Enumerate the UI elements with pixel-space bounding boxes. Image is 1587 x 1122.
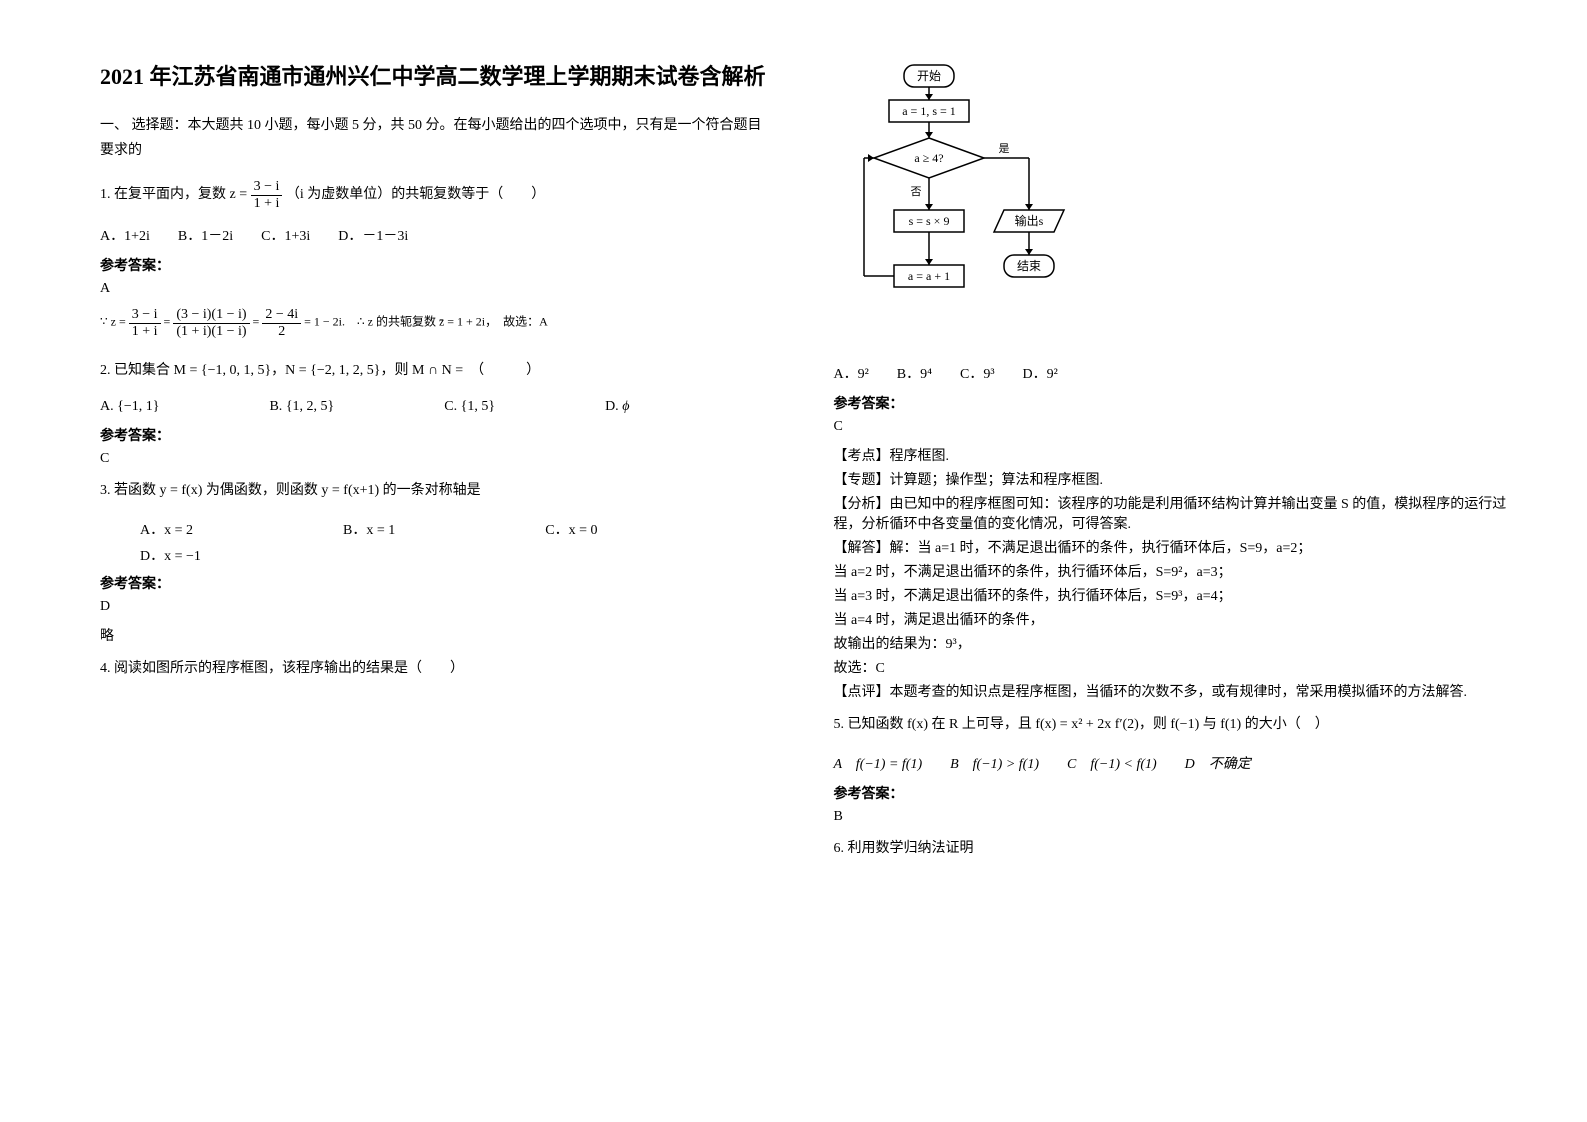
answer-label: 参考答案： — [834, 783, 1508, 803]
flow-inc: a = a + 1 — [907, 269, 949, 283]
q4-options: A．9² B．9⁴ C．9³ D．9² — [834, 363, 1508, 383]
q1-w-f1d: 1 + i — [129, 324, 161, 339]
q1-stem-b: （i 为虚数单位）的共轭复数等于（ ） — [286, 187, 545, 202]
q1-options: A．1+2i B．1－2i C．1+3i D．－1－3i — [100, 225, 774, 245]
q1-w-eq2: = — [253, 315, 260, 329]
q1-w-f3d: 2 — [262, 324, 301, 339]
flow-no: 否 — [910, 186, 921, 198]
q1-frac-num: 3 − i — [251, 179, 283, 195]
q4-step-3: 当 a=3 时，不满足退出循环的条件，执行循环体后，S=9³，a=4； — [834, 585, 1508, 605]
q1-w-tail: = 1 − 2i. — [304, 315, 345, 329]
question-6: 6. 利用数学归纳法证明 — [834, 835, 1508, 863]
flowchart: 开始 a = 1, s = 1 a ≥ 4? 是 输出s — [854, 60, 1508, 345]
q1-work-a: ∵ z = — [100, 315, 126, 329]
q2-optC: {1, 5} — [461, 399, 495, 414]
q4-step-2: 当 a=2 时，不满足退出循环的条件，执行循环体后，S=9²，a=3； — [834, 561, 1508, 581]
q1-working-line: ∵ z = 3 − i1 + i = (3 − i)(1 − i)(1 + i)… — [100, 307, 774, 339]
q1-w-f2n: (3 − i)(1 − i) — [173, 307, 249, 323]
q2-D: D. — [605, 399, 619, 414]
question-5: 5. 已知函数 f(x) 在 R 上可导，且 f(x) = x² + 2x f′… — [834, 711, 1508, 739]
q5-options: A f(−1) = f(1) B f(−1) > f(1) C f(−1) < … — [834, 753, 1508, 773]
q1-frac-den: 1 + i — [251, 196, 283, 211]
flow-out: 输出s — [1014, 213, 1043, 228]
q4-topic-2: 【专题】计算题；操作型；算法和程序框图. — [834, 469, 1508, 489]
q1-fraction: 3 − i 1 + i — [251, 179, 283, 211]
q4-step-4: 当 a=4 时，满足退出循环的条件， — [834, 609, 1508, 629]
q4-answer: C — [834, 419, 1508, 435]
question-3: 3. 若函数 y = f(x) 为偶函数，则函数 y = f(x+1) 的一条对… — [100, 477, 774, 505]
flow-yes: 是 — [998, 142, 1009, 155]
flow-end: 结束 — [1016, 259, 1040, 273]
q1-w-f1n: 3 − i — [129, 307, 161, 323]
question-4: 4. 阅读如图所示的程序框图，该程序输出的结果是（ ） — [100, 655, 774, 683]
question-1: 1. 在复平面内，复数 z = 3 − i 1 + i （i 为虚数单位）的共轭… — [100, 179, 774, 211]
answer-label: 参考答案： — [100, 425, 774, 445]
flow-body: s = s × 9 — [908, 214, 949, 228]
q3-optD: D．x = −1 — [140, 545, 774, 565]
q4-topic-1: 【考点】程序框图. — [834, 445, 1508, 465]
q3-optA: A．x = 2 — [140, 519, 193, 539]
q3-answer: D — [100, 599, 774, 615]
q2-A: A. — [100, 399, 114, 414]
question-2: 2. 已知集合 M = {−1, 0, 1, 5}，N = {−2, 1, 2,… — [100, 357, 774, 385]
q1-answer: A — [100, 281, 774, 297]
q4-step-6: 故选：C — [834, 657, 1508, 677]
q1-work-b: ∴ z 的共轭复数 z̄ = 1 + 2i， 故选：A — [357, 315, 548, 329]
exam-title: 2021 年江苏省南通市通州兴仁中学高二数学理上学期期末试卷含解析 — [100, 60, 774, 93]
q4-step-1: 【解答】解：当 a=1 时，不满足退出循环的条件，执行循环体后，S=9，a=2； — [834, 537, 1508, 557]
q3-note: 略 — [100, 625, 774, 645]
q4-step-5: 故输出的结果为：9³， — [834, 633, 1508, 653]
q1-stem-a: 1. 在复平面内，复数 — [100, 187, 230, 202]
q3-optB: B．x = 1 — [343, 519, 395, 539]
q2-optA: {−1, 1} — [117, 399, 159, 414]
q2-answer: C — [100, 451, 774, 467]
q4-topic-4: 【点评】本题考查的知识点是程序框图，当循环的次数不多，或有规律时，常采用模拟循环… — [834, 681, 1508, 701]
q1-w-f3n: 2 − 4i — [262, 307, 301, 323]
q1-z-eq: z = — [230, 187, 248, 202]
q3-options: A．x = 2 B．x = 1 C．x = 0 D．x = −1 — [140, 519, 774, 565]
q3-optC: C．x = 0 — [545, 519, 597, 539]
answer-label: 参考答案： — [100, 573, 774, 593]
q2-B: B. — [269, 399, 282, 414]
q2-options: A. {−1, 1} B. {1, 2, 5} C. {1, 5} D. ϕ — [100, 399, 774, 415]
q1-w-eq1: = — [164, 315, 171, 329]
q2-C: C. — [444, 399, 457, 414]
q2-optB: {1, 2, 5} — [286, 399, 334, 414]
answer-label: 参考答案： — [100, 255, 774, 275]
flowchart-svg: 开始 a = 1, s = 1 a ≥ 4? 是 输出s — [854, 60, 1114, 340]
q1-w-f2d: (1 + i)(1 − i) — [173, 324, 249, 339]
answer-label: 参考答案： — [834, 393, 1508, 413]
q5-answer: B — [834, 809, 1508, 825]
q4-topic-3: 【分析】由已知中的程序框图可知：该程序的功能是利用循环结构计算并输出变量 S 的… — [834, 493, 1508, 533]
q2-optD: ϕ — [622, 399, 629, 414]
flow-init: a = 1, s = 1 — [902, 104, 956, 118]
flow-start: 开始 — [916, 69, 940, 83]
section-1-heading: 一、 选择题：本大题共 10 小题，每小题 5 分，共 50 分。在每小题给出的… — [100, 113, 774, 163]
flow-cond: a ≥ 4? — [914, 151, 943, 165]
